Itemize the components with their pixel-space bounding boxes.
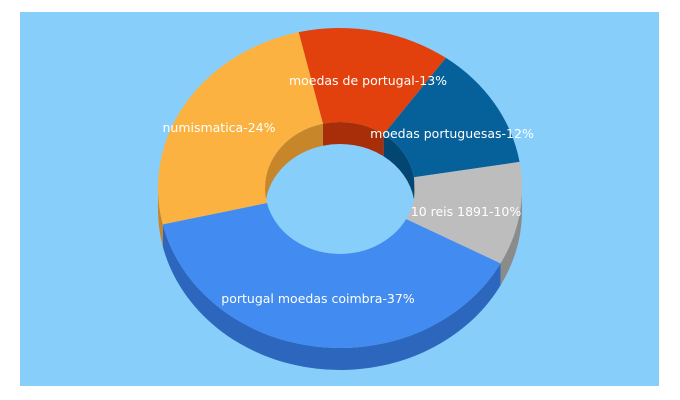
slice-inner-wall-moedas-portuguesas	[383, 134, 414, 200]
slice-label-10-reis-1891: 10 reis 1891-10%	[411, 204, 522, 219]
slice-inner-wall-moedas-de-portugal	[322, 122, 384, 157]
slice-inner-wall-numismatica	[265, 123, 323, 210]
slice-label-numismatica: numismatica-24%	[162, 120, 275, 135]
slice-portugal-moedas-coimbra[interactable]	[162, 202, 501, 349]
slice-moedas-de-portugal[interactable]	[298, 28, 446, 135]
slice-label-moedas-portuguesas: moedas portuguesas-12%	[370, 126, 534, 141]
slice-moedas-portuguesas[interactable]	[383, 57, 520, 178]
slice-side-portugal-moedas-coimbra	[162, 224, 501, 370]
slice-label-portugal-moedas-coimbra: portugal moedas coimbra-37%	[221, 291, 415, 306]
slice-side-numismatica	[158, 188, 163, 247]
slice-side-10-reis-1891	[500, 188, 522, 286]
slice-numismatica[interactable]	[157, 32, 323, 225]
slice-label-moedas-de-portugal: moedas de portugal-13%	[289, 73, 447, 88]
slice-10-reis-1891[interactable]	[406, 161, 522, 264]
